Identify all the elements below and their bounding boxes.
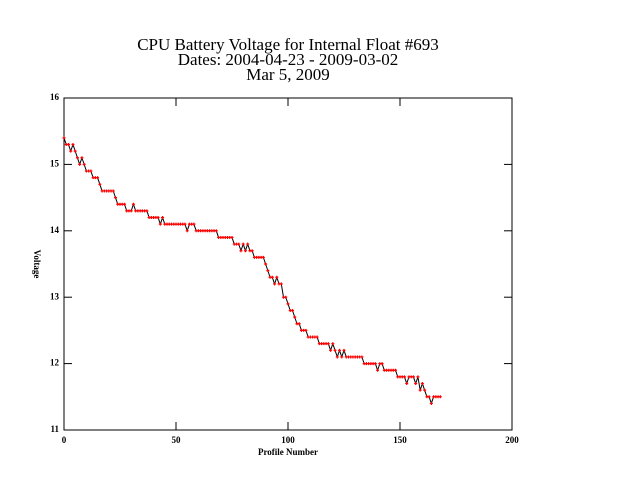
data-point [214,229,218,233]
data-point [279,282,283,286]
y-tick-label: 15 [50,158,60,168]
data-point [89,169,93,173]
data-point [270,275,274,279]
data-point [284,295,288,299]
data-point [331,342,335,346]
data-point [290,308,294,312]
data-point [411,375,415,379]
x-tick-label: 200 [505,435,519,445]
data-point [427,395,431,399]
data-point [335,355,339,359]
data-point [98,182,102,186]
data-point [429,401,433,405]
data-point [394,368,398,372]
data-point [78,162,82,166]
data-point [315,335,319,339]
data-point [80,156,84,160]
data-point [418,388,422,392]
y-tick-label: 16 [50,92,60,102]
data-point [261,255,265,259]
data-point [122,202,126,206]
data-point [275,275,279,279]
data-point [342,348,346,352]
data-point [69,149,73,153]
data-point [66,142,70,146]
data-point [243,249,247,253]
data-point [145,209,149,213]
data-point [273,282,277,286]
data-point [360,355,364,359]
data-point [156,216,160,220]
data-point [414,382,418,386]
data-point [420,382,424,386]
y-tick-label: 12 [50,358,60,368]
data-point [329,348,333,352]
data-point [402,375,406,379]
data-point [192,222,196,226]
data-point [131,202,135,206]
x-tick-label: 0 [62,435,67,445]
data-point [111,189,115,193]
data-point [438,395,442,399]
x-axis-label: Profile Number [258,447,318,457]
y-axis-label: Voltage [32,250,42,279]
data-point [96,176,100,180]
data-point [230,235,234,239]
data-point [158,222,162,226]
data-point [326,342,330,346]
data-point [82,162,86,166]
data-point [376,368,380,372]
data-point [73,149,77,153]
data-point [373,362,377,366]
data-point [266,269,270,273]
data-point [185,229,189,233]
data-point [286,302,290,306]
data-point [129,209,133,213]
data-point [183,222,187,226]
data-point [423,388,427,392]
data-point [380,362,384,366]
data-point [304,328,308,332]
x-tick-label: 150 [393,435,407,445]
data-point [338,348,342,352]
data-point [340,355,344,359]
data-point [239,249,243,253]
y-tick-label: 14 [50,225,60,235]
data-point [237,242,241,246]
y-tick-label: 11 [50,424,59,434]
data-point [333,348,337,352]
x-tick-label: 50 [172,435,182,445]
data-point [161,216,165,220]
y-tick-label: 13 [50,291,60,301]
data-point [71,142,75,146]
chart-subtitle: Dates: 2004-04-23 - 2009-03-02 [178,50,399,69]
data-point [62,136,66,140]
data-point [264,262,268,266]
data-point [293,315,297,319]
data-point [416,375,420,379]
data-point [297,322,301,326]
chart-date: Mar 5, 2009 [246,65,330,84]
x-tick-label: 100 [281,435,295,445]
data-point [114,196,118,200]
data-point [75,156,79,160]
data-point [405,382,409,386]
data-point [241,242,245,246]
data-point [250,249,254,253]
chart-title: CPU Battery Voltage for Internal Float #… [137,35,439,54]
data-point [246,242,250,246]
